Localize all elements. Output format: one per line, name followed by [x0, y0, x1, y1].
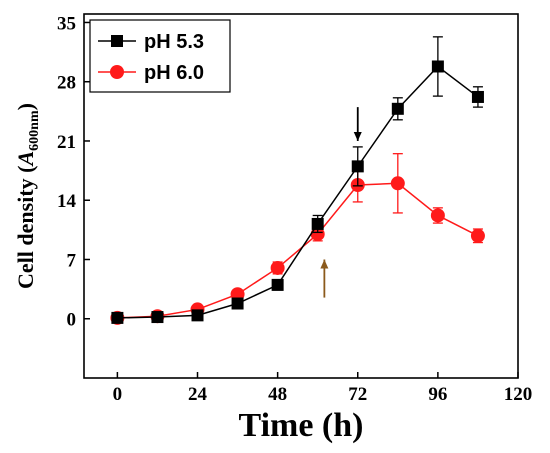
annotation-arrow-head: [320, 259, 329, 269]
y-axis-ticks: 0 7 14 21 28 35: [57, 13, 90, 331]
legend-label-ph53: pH 5.3: [144, 31, 204, 53]
data-point-square: [191, 309, 204, 322]
legend-marker-ph53: [111, 35, 123, 47]
annotation-arrow-head: [353, 131, 362, 141]
data-point-square: [391, 102, 404, 115]
y-tick-label: 35: [57, 13, 76, 34]
annotations: [320, 107, 362, 298]
x-axis-title: Time (h): [239, 407, 364, 444]
data-point-circle: [430, 208, 445, 223]
data-point-square: [231, 297, 244, 310]
data-point-square: [311, 217, 324, 230]
series-line: [117, 182, 479, 319]
data-point-square: [471, 90, 484, 103]
x-tick-label: 24: [188, 384, 208, 405]
legend: pH 5.3 pH 6.0: [89, 19, 231, 93]
x-axis-ticks: 0 24 48 72 96 120: [113, 372, 533, 405]
y-tick-label: 21: [57, 132, 76, 153]
series-line: [117, 65, 479, 319]
x-tick-label: 96: [428, 384, 447, 405]
x-tick-label: 72: [348, 384, 367, 405]
data-point-circle: [470, 228, 485, 243]
series-ph-6-0: [110, 153, 485, 325]
data-point-square: [431, 60, 444, 73]
data-point-square: [351, 160, 364, 173]
y-tick-label: 0: [67, 310, 77, 331]
legend-marker-ph60: [110, 65, 124, 79]
plot-frame: [83, 13, 519, 379]
x-tick-label: 0: [113, 384, 123, 405]
series-ph-5-3: [111, 36, 484, 324]
y-tick-label: 7: [67, 250, 77, 271]
legend-label-ph60: pH 6.0: [144, 62, 204, 84]
x-tick-label: 48: [268, 384, 287, 405]
data-point-square: [151, 311, 164, 324]
x-tick-label: 120: [504, 384, 533, 405]
data-point-square: [271, 278, 284, 291]
data-point-circle: [270, 260, 285, 275]
y-tick-label: 28: [57, 73, 76, 94]
data-point-square: [111, 311, 124, 324]
y-axis-title: Cell density (A600nm): [13, 103, 42, 289]
y-tick-label: 14: [57, 191, 77, 212]
series-layer: [110, 36, 485, 325]
legend-box: [89, 19, 231, 93]
data-point-circle: [390, 176, 405, 191]
